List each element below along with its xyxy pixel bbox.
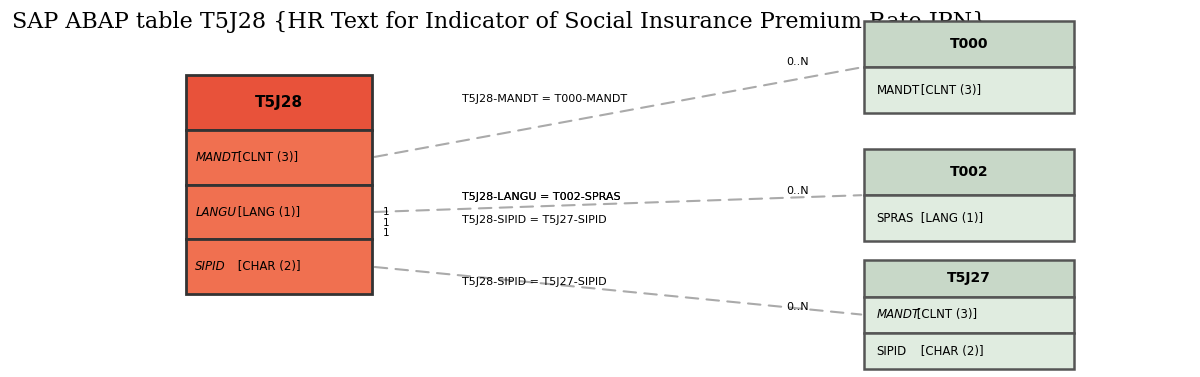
Text: MANDT: MANDT	[196, 151, 239, 164]
Text: 1: 1	[383, 218, 390, 228]
Bar	[864, 260, 1074, 297]
Text: MANDT [CLNT (3)]: MANDT [CLNT (3)]	[876, 84, 984, 97]
Text: T5J28: T5J28	[254, 95, 304, 110]
Text: T002: T002	[949, 165, 989, 179]
Bar	[864, 21, 1074, 67]
Text: [CLNT (3)]: [CLNT (3)]	[234, 151, 299, 164]
Text: LANGU: LANGU	[196, 205, 236, 219]
Text: SIPID: SIPID	[876, 345, 907, 358]
Text: SPRAS [LANG (1)]: SPRAS [LANG (1)]	[876, 212, 980, 225]
Text: T000: T000	[949, 37, 989, 51]
Text: MANDT [CLNT (3)]: MANDT [CLNT (3)]	[876, 308, 984, 321]
Bar	[864, 149, 1074, 195]
Text: T5J28-SIPID = T5J27-SIPID: T5J28-SIPID = T5J27-SIPID	[462, 277, 607, 287]
Bar	[186, 75, 372, 130]
Text: [CHAR (2)]: [CHAR (2)]	[234, 260, 301, 273]
Text: SIPID [CHAR (2)]: SIPID [CHAR (2)]	[876, 345, 973, 358]
Bar	[864, 195, 1074, 241]
Text: 1: 1	[383, 207, 390, 217]
Text: [LANG (1)]: [LANG (1)]	[234, 205, 300, 219]
Text: 0..N: 0..N	[786, 302, 809, 312]
Text: MANDT: MANDT	[876, 308, 919, 321]
Bar	[186, 239, 372, 294]
Text: SAP ABAP table T5J28 {HR Text for Indicator of Social Insurance Premium Rate JPN: SAP ABAP table T5J28 {HR Text for Indica…	[12, 11, 986, 33]
Text: T5J28-SIPID = T5J27-SIPID: T5J28-SIPID = T5J27-SIPID	[462, 215, 607, 225]
Text: T5J28-LANGU = T002-SPRAS: T5J28-LANGU = T002-SPRAS	[462, 192, 620, 202]
Text: 1: 1	[383, 228, 390, 238]
Text: SIPID: SIPID	[196, 260, 226, 273]
Bar	[186, 130, 372, 185]
Text: T5J28-LANGU = T002-SPRAS: T5J28-LANGU = T002-SPRAS	[462, 192, 620, 202]
Text: [LANG (1)]: [LANG (1)]	[918, 212, 984, 225]
Text: [CLNT (3)]: [CLNT (3)]	[918, 84, 982, 97]
Text: [CLNT (3)]: [CLNT (3)]	[913, 308, 978, 321]
Text: T5J27: T5J27	[947, 271, 991, 285]
Text: [CHAR (2)]: [CHAR (2)]	[918, 345, 984, 358]
Text: 0..N: 0..N	[786, 57, 809, 67]
Bar	[186, 185, 372, 239]
Text: T5J28-MANDT = T000-MANDT: T5J28-MANDT = T000-MANDT	[462, 93, 628, 104]
Text: MANDT: MANDT	[876, 84, 920, 97]
Bar	[864, 297, 1074, 333]
Text: 0..N: 0..N	[786, 185, 809, 196]
Bar	[864, 67, 1074, 113]
Text: SPRAS: SPRAS	[876, 212, 914, 225]
Bar	[864, 333, 1074, 369]
